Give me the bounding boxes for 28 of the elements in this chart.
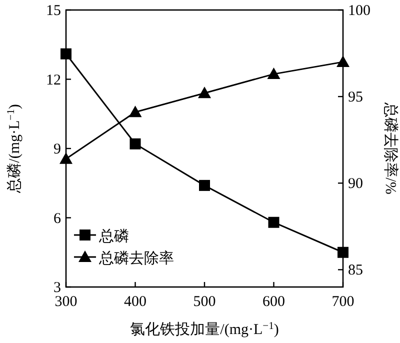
- y-tick-label: 6: [54, 210, 62, 227]
- point: [128, 106, 142, 118]
- x-tick-label: 500: [193, 294, 216, 310]
- y-tick-label: 12: [46, 72, 61, 88]
- x-tick-label: 600: [262, 294, 285, 310]
- y-tick-label: 3: [54, 280, 61, 296]
- y2-tick-label: 95: [348, 90, 363, 106]
- point: [60, 48, 72, 60]
- point: [199, 180, 210, 191]
- point: [336, 55, 350, 67]
- point: [267, 68, 280, 80]
- y2-tick-label: 100: [348, 3, 370, 19]
- point: [130, 138, 141, 150]
- y-tick-label: 15: [46, 3, 61, 19]
- x-tick-label: 400: [124, 294, 146, 310]
- point: [338, 246, 348, 258]
- y2-axis-title: 总磷去除率/%: [382, 102, 399, 194]
- x-tick-label: 700: [332, 294, 354, 310]
- legend-label: 总磷: [98, 228, 129, 245]
- y2-tick-label: 85: [348, 262, 363, 279]
- point: [60, 152, 72, 164]
- legend-label: 总磷去除率: [98, 250, 174, 267]
- y-tick-label: 9: [54, 142, 61, 158]
- x-axis-title: 氯化铁投加量/(mg·L$^{−1}$): [130, 320, 279, 338]
- y2-tick-label: 90: [348, 176, 363, 192]
- x-tick-label: 300: [54, 294, 78, 310]
- point: [198, 86, 211, 98]
- point: [268, 216, 280, 228]
